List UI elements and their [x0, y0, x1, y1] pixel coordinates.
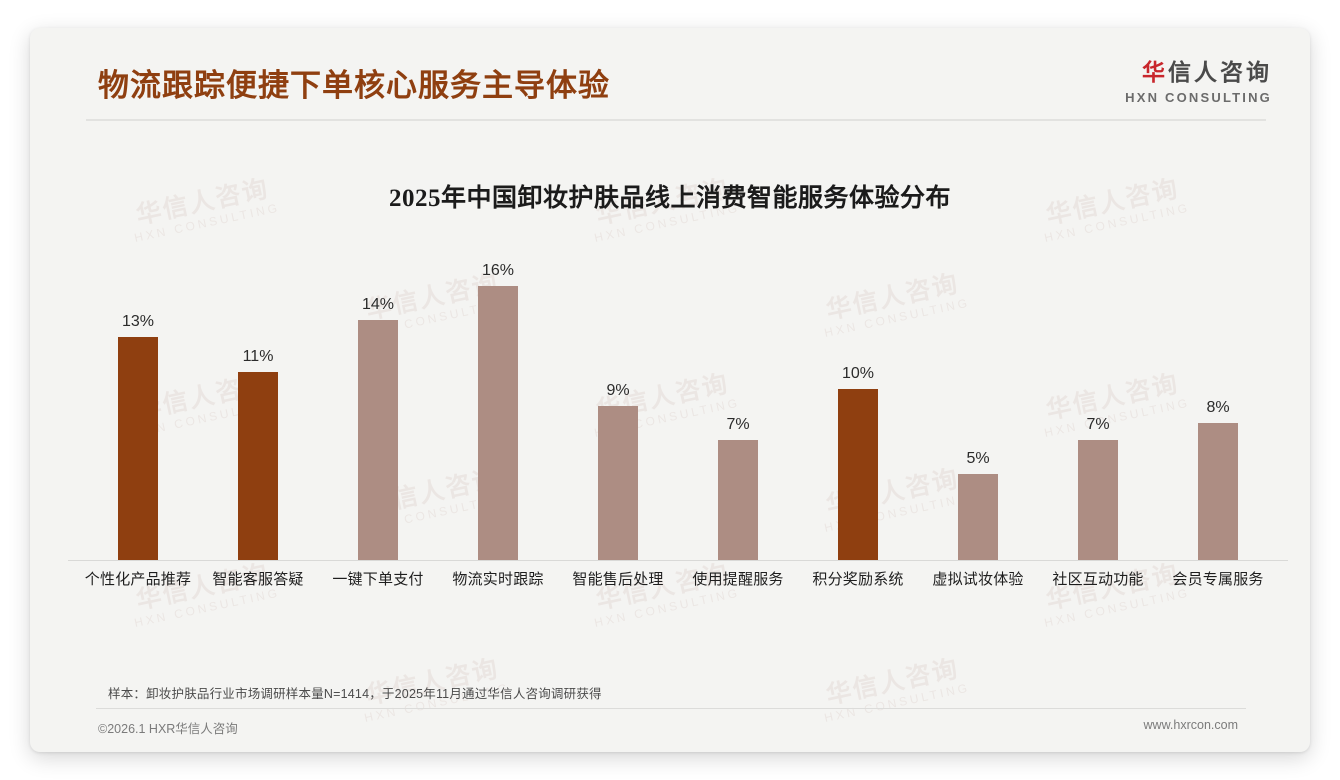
bar-rect[interactable]	[1078, 440, 1118, 560]
bar-value-label: 9%	[606, 381, 630, 399]
header-divider	[86, 119, 1266, 121]
x-axis-category-labels: 个性化产品推荐 智能客服答疑 一键下单支付 物流实时跟踪 智能售后处理 使用提醒服务 积分奖…	[78, 568, 1278, 602]
category-label: 智能售后处理	[572, 571, 664, 588]
category-slot: 物流实时跟踪	[438, 568, 558, 602]
bar-value-label: 11%	[242, 347, 274, 365]
chart-footnote: 样本：卸妆护肤品行业市场调研样本量N=1414，于2025年11月通过华信人咨询…	[108, 687, 602, 701]
footer-copyright: ©2026.1 HXR华信人咨询	[98, 722, 238, 736]
category-slot: 一键下单支付	[318, 568, 438, 602]
logo-english-text: HXN CONSULTING	[1125, 90, 1272, 105]
category-label: 会员专属服务	[1172, 571, 1264, 588]
bar-rect[interactable]	[358, 320, 398, 560]
category-slot: 社区互动功能	[1038, 568, 1158, 602]
bar-slot[interactable]: 13%	[78, 260, 198, 560]
category-slot: 使用提醒服务	[678, 568, 798, 602]
chart-title: 2025年中国卸妆护肤品线上消费智能服务体验分布	[388, 185, 951, 212]
bar-value-label: 14%	[361, 296, 395, 314]
bar-rect[interactable]	[118, 337, 158, 560]
category-label: 个性化产品推荐	[84, 571, 192, 588]
bar-series: 13% 11% 14% 16% 9% 7% 10% 5% 7% 8%	[78, 260, 1278, 560]
bar-value-label: 10%	[841, 364, 875, 382]
logo-rest-chars: 信人咨询	[1168, 59, 1272, 85]
category-label: 一键下单支付	[332, 571, 424, 588]
page-title: 物流跟踪便捷下单核心服务主导体验	[98, 68, 610, 103]
bar-slot[interactable]: 11%	[198, 260, 318, 560]
category-slot: 积分奖励系统	[798, 568, 918, 602]
logo-chinese-text: 华信人咨询	[1125, 53, 1272, 87]
category-label: 虚拟试妆体验	[932, 571, 1024, 588]
company-logo: 华信人咨询 HXN CONSULTING	[1125, 53, 1272, 105]
bar-slot[interactable]: 7%	[678, 260, 798, 560]
bar-rect[interactable]	[1198, 423, 1238, 560]
category-slot: 智能客服答疑	[198, 568, 318, 602]
slide-card: 华信人咨询 HXN CONSULTING 华信人咨询 HXN CONSULTING 华信…	[30, 28, 1310, 752]
bar-value-label: 7%	[1086, 416, 1110, 434]
bar-rect[interactable]	[478, 286, 518, 560]
category-label: 社区互动功能	[1052, 571, 1144, 588]
bar-rect[interactable]	[838, 388, 878, 560]
bar-value-label: 13%	[121, 313, 155, 331]
bar-value-label: 16%	[481, 262, 515, 279]
footer-website: www.hxrcon.com	[1143, 718, 1238, 732]
slide-header: 物流跟踪便捷下单核心服务主导体验 华信人咨询 HXN CONSULTING	[30, 28, 1310, 121]
bar-slot[interactable]: 8%	[1158, 260, 1278, 560]
category-slot: 虚拟试妆体验	[918, 568, 1038, 602]
x-axis-line	[68, 560, 1288, 561]
category-label: 使用提醒服务	[692, 571, 784, 588]
bar-slot[interactable]: 7%	[1038, 260, 1158, 560]
category-slot: 会员专属服务	[1158, 568, 1278, 602]
watermark: 华信人咨询 HXN CONSULTING	[822, 654, 972, 725]
footer-divider	[96, 708, 1246, 709]
category-label: 物流实时跟踪	[452, 571, 544, 588]
bar-slot[interactable]: 16%	[438, 260, 558, 560]
bar-rect[interactable]	[598, 405, 638, 560]
bar-value-label: 7%	[726, 416, 750, 434]
bar-slot[interactable]: 14%	[318, 260, 438, 560]
bar-rect[interactable]	[238, 371, 278, 560]
category-label: 智能客服答疑	[212, 571, 304, 588]
bar-slot[interactable]: 5%	[918, 260, 1038, 560]
bar-rect[interactable]	[718, 440, 758, 560]
bar-slot[interactable]: 9%	[558, 260, 678, 560]
category-label: 积分奖励系统	[812, 571, 904, 588]
category-slot: 个性化产品推荐	[78, 568, 198, 602]
bar-rect[interactable]	[958, 474, 998, 560]
bar-slot[interactable]: 10%	[798, 260, 918, 560]
bar-value-label: 5%	[966, 450, 990, 468]
chart-plot-area: 13% 11% 14% 16% 9% 7% 10% 5% 7% 8%	[78, 260, 1278, 560]
bar-value-label: 8%	[1206, 399, 1230, 416]
category-slot: 智能售后处理	[558, 568, 678, 602]
logo-accent-char: 华	[1142, 59, 1168, 85]
